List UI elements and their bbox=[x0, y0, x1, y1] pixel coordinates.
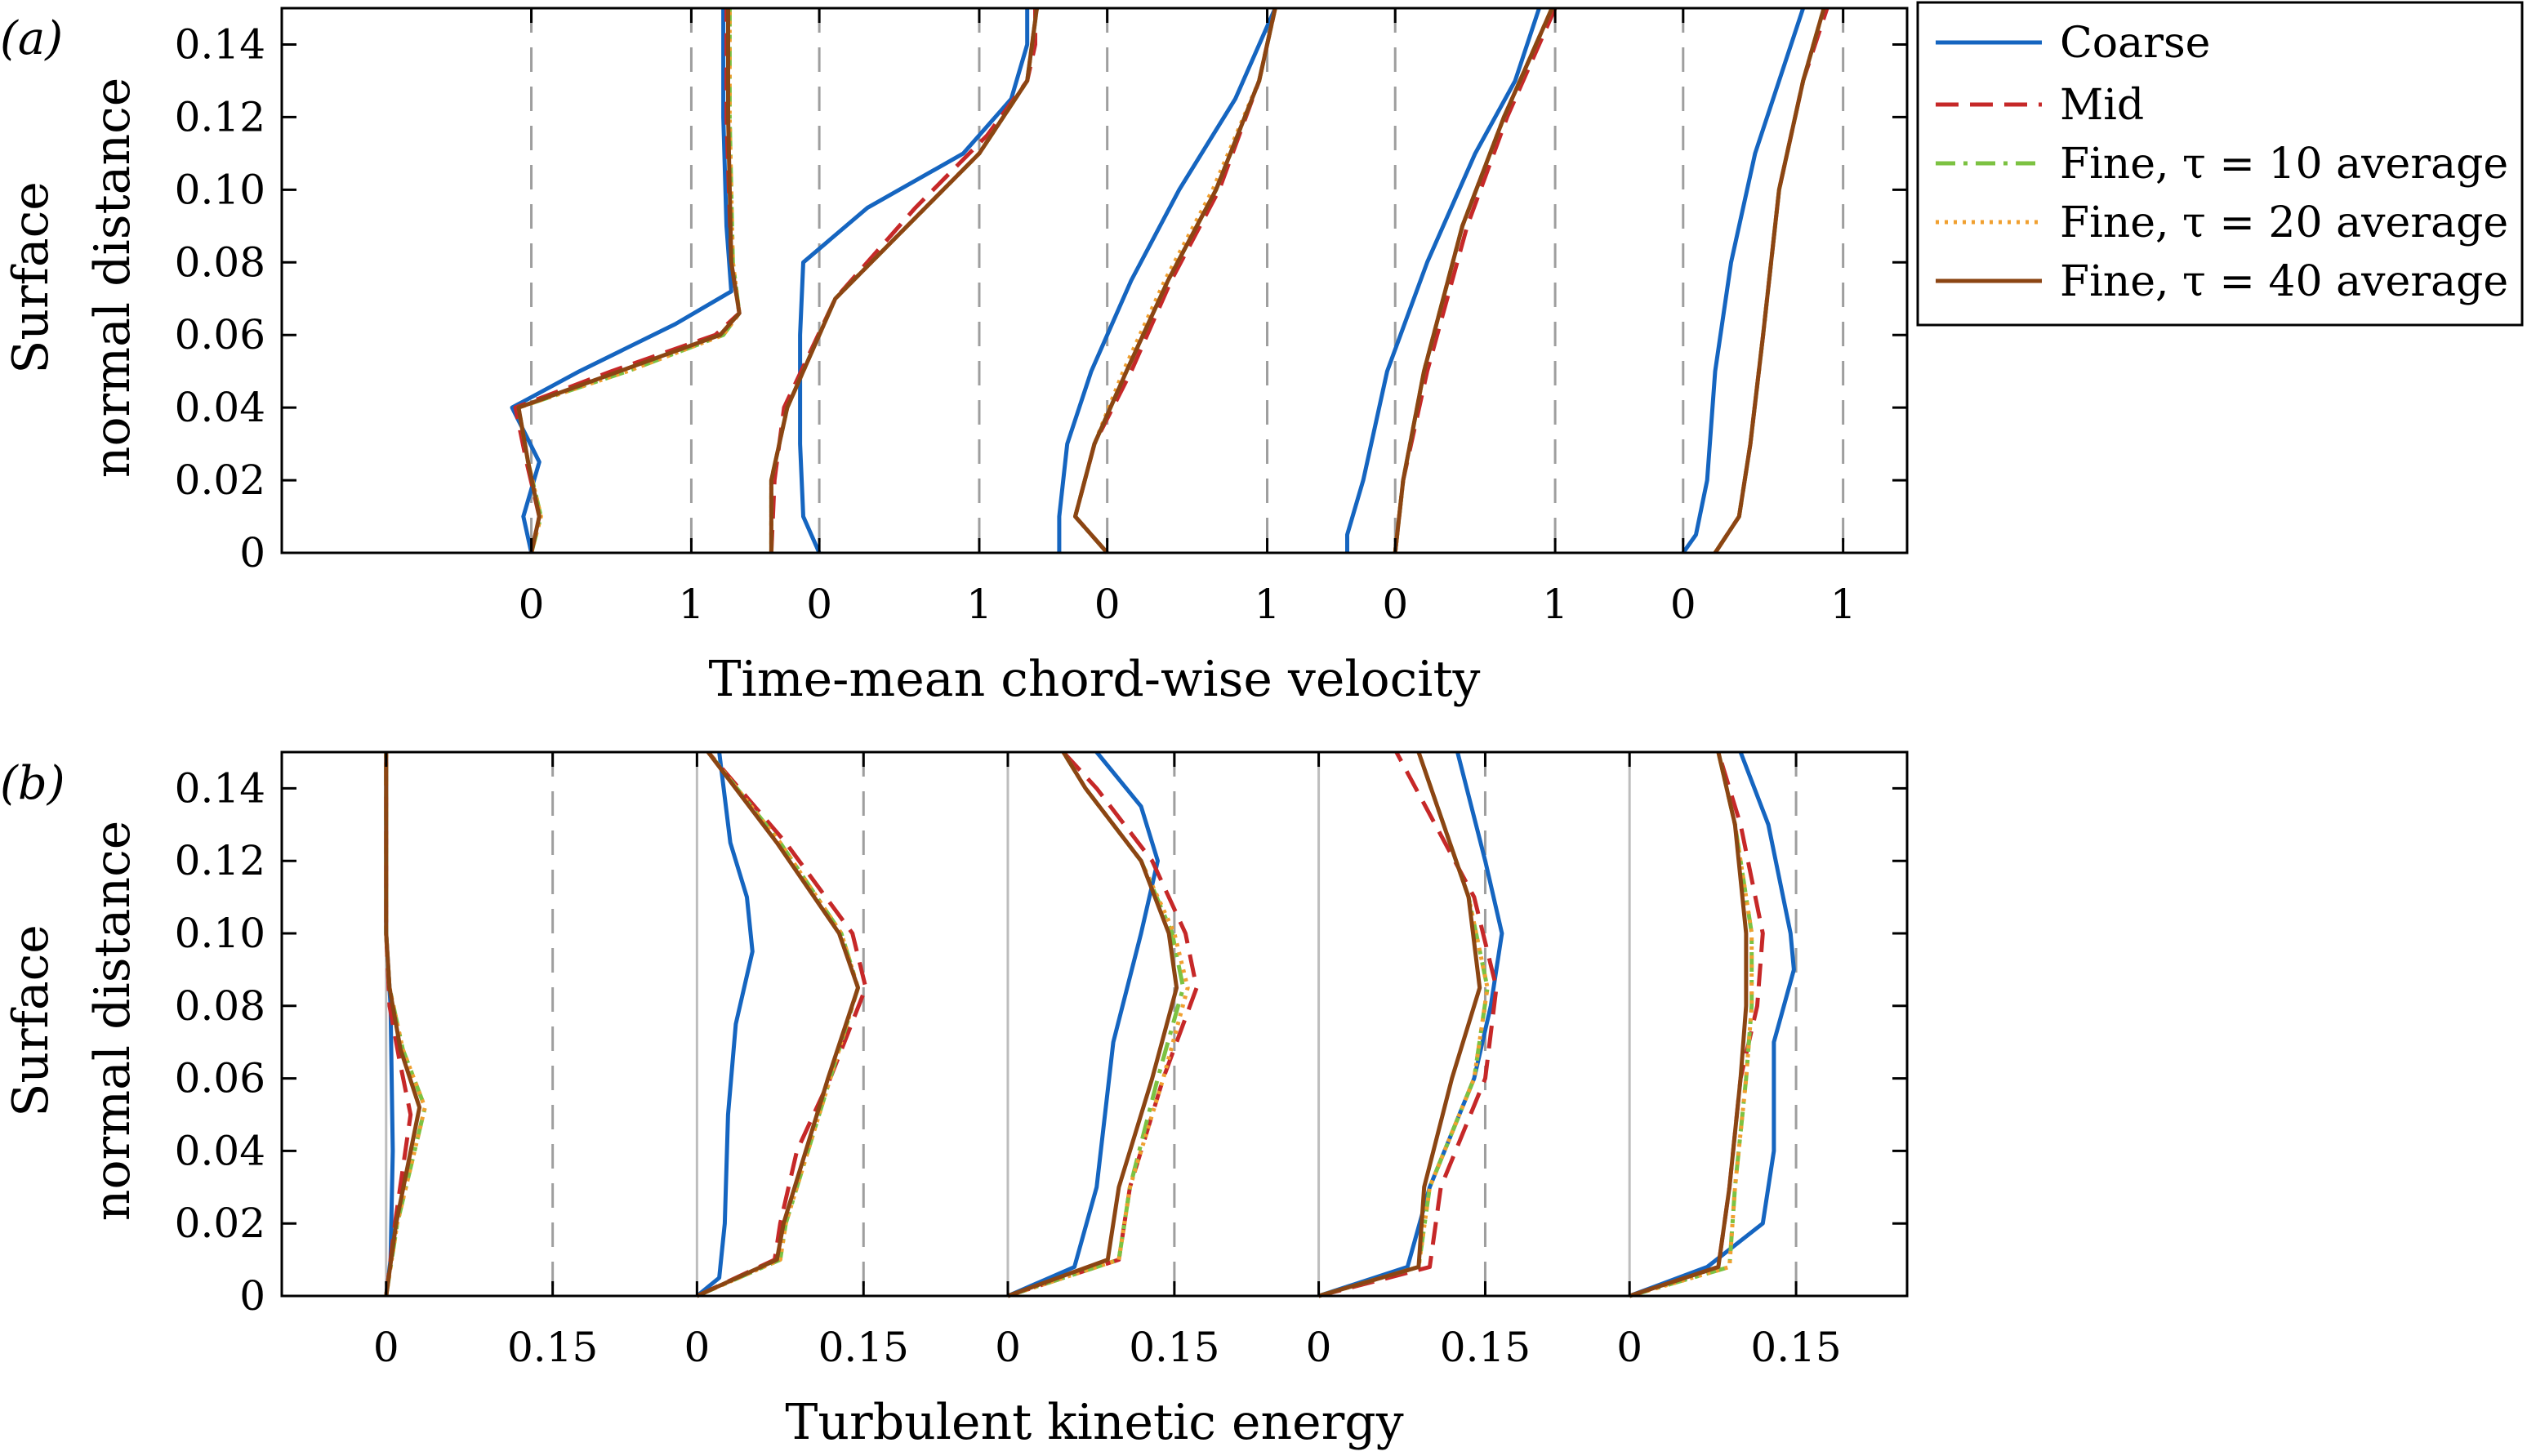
series-line-coarse-profile-2 bbox=[798, 8, 1030, 554]
series-line-coarse-profile-3 bbox=[1057, 7, 1277, 553]
series-line-fine-20-average-profile-2 bbox=[696, 750, 860, 1298]
series-line-coarse-profile-3 bbox=[1007, 750, 1160, 1298]
series-line-fine-10-average-profile-2 bbox=[769, 7, 1039, 553]
x-tick-label: 1 bbox=[1542, 581, 1568, 628]
panel-a-label: (a) bbox=[0, 12, 63, 65]
y-tick-label: 0.04 bbox=[175, 384, 265, 431]
panel-a-ylabel-line2: normal distance bbox=[84, 78, 141, 478]
series-line-mid-profile-4 bbox=[1317, 750, 1499, 1298]
series-line-mid-profile-4 bbox=[1393, 7, 1558, 554]
x-tick-label: 1 bbox=[966, 581, 992, 628]
y-tick-label: 0 bbox=[239, 1272, 265, 1320]
series-line-coarse-profile-5 bbox=[1629, 751, 1796, 1298]
legend-label-fine-20: Fine, τ = 20 average bbox=[2060, 198, 2508, 247]
series-line-fine-20-average-profile-1 bbox=[516, 8, 742, 554]
x-tick-label: 0.15 bbox=[1750, 1324, 1841, 1371]
series-line-coarse-profile-1 bbox=[510, 8, 733, 554]
legend: Coarse Mid Fine, τ = 10 average Fine, τ … bbox=[1916, 1, 2524, 327]
legend-entry-coarse: Coarse bbox=[1936, 19, 2210, 68]
x-tick-label: 1 bbox=[679, 581, 705, 628]
x-tick-label: 0.15 bbox=[1440, 1324, 1531, 1371]
y-tick-label: 0.12 bbox=[175, 837, 265, 884]
series-line-fine-20-average-profile-4 bbox=[1317, 751, 1490, 1298]
series-line-mid-profile-3 bbox=[1007, 750, 1199, 1298]
panel-b-xlabel: Turbulent kinetic energy bbox=[785, 1394, 1403, 1451]
x-tick-label: 0 bbox=[806, 581, 832, 628]
legend-label-mid: Mid bbox=[2060, 81, 2144, 130]
y-tick-label: 0.04 bbox=[175, 1127, 265, 1174]
x-tick-label: 0 bbox=[1382, 581, 1408, 628]
panel-a-xlabel: Time-mean chord-wise velocity bbox=[709, 651, 1481, 708]
x-tick-label: 0 bbox=[373, 1324, 399, 1371]
series-line-fine-20-average-profile-3 bbox=[1073, 7, 1277, 554]
series-line-fine-40-average-profile-3 bbox=[1073, 7, 1277, 554]
y-tick-label: 0.14 bbox=[175, 764, 265, 812]
x-tick-label: 0 bbox=[519, 581, 545, 628]
legend-entry-fine-40: Fine, τ = 40 average bbox=[1936, 257, 2508, 306]
x-tick-label: 0 bbox=[995, 1324, 1021, 1371]
series-line-fine-40-average-profile-1 bbox=[384, 752, 422, 1297]
y-tick-label: 0.12 bbox=[175, 93, 265, 140]
x-tick-label: 0 bbox=[684, 1324, 710, 1371]
panel-a-ylabel-line1: Surface bbox=[2, 181, 60, 374]
y-tick-label: 0.06 bbox=[175, 1055, 265, 1102]
legend-label-fine-10: Fine, τ = 10 average bbox=[2060, 140, 2508, 189]
series-line-fine-10-average-profile-4 bbox=[1317, 751, 1490, 1298]
series-line-mid-profile-2 bbox=[769, 8, 1037, 554]
series-line-coarse-profile-4 bbox=[1317, 751, 1504, 1298]
x-tick-label: 1 bbox=[1255, 581, 1281, 628]
series-line-fine-10-average-profile-3 bbox=[1007, 750, 1186, 1298]
panel-b-ylabel-line2: normal distance bbox=[84, 821, 141, 1221]
y-tick-label: 0.08 bbox=[175, 238, 265, 286]
y-tick-label: 0.14 bbox=[175, 20, 265, 68]
y-tick-label: 0.10 bbox=[175, 166, 265, 213]
series-line-fine-40-average-profile-2 bbox=[769, 7, 1039, 553]
series-line-fine-40-average-profile-5 bbox=[1629, 751, 1749, 1298]
y-tick-label: 0.08 bbox=[175, 982, 265, 1030]
legend-label-coarse: Coarse bbox=[2060, 19, 2210, 68]
x-tick-label: 0.15 bbox=[1129, 1324, 1219, 1371]
y-tick-label: 0.06 bbox=[175, 311, 265, 358]
x-tick-label: 0 bbox=[1094, 581, 1121, 628]
series-line-coarse-profile-4 bbox=[1345, 7, 1541, 553]
legend-entry-fine-20: Fine, τ = 20 average bbox=[1936, 198, 2508, 247]
series-line-fine-20-average-profile-3 bbox=[1007, 750, 1190, 1298]
legend-entry-fine-10: Fine, τ = 10 average bbox=[1936, 140, 2508, 189]
y-tick-label: 0 bbox=[239, 529, 265, 577]
series-line-fine-10-average-profile-3 bbox=[1073, 7, 1277, 554]
x-tick-label: 0 bbox=[1616, 1324, 1642, 1371]
panel-a: (a) Surface normal distance Time-mean ch… bbox=[0, 7, 1909, 708]
series-line-mid-profile-2 bbox=[696, 750, 868, 1298]
panel-b-ylabel-line1: Surface bbox=[2, 924, 60, 1117]
series-line-coarse-profile-5 bbox=[1681, 7, 1806, 554]
y-tick-label: 0.02 bbox=[175, 456, 265, 504]
series-line-fine-40-average-profile-2 bbox=[696, 750, 860, 1298]
x-tick-label: 0.15 bbox=[818, 1324, 909, 1371]
series-line-fine-10-average-profile-1 bbox=[516, 8, 742, 554]
series-line-coarse-profile-2 bbox=[695, 751, 755, 1298]
plot-frame bbox=[280, 750, 1909, 1298]
y-tick-label: 0.02 bbox=[175, 1200, 265, 1247]
series-line-fine-40-average-profile-5 bbox=[1713, 7, 1826, 554]
series-line-fine-20-average-profile-5 bbox=[1629, 751, 1754, 1298]
series-line-fine-10-average-profile-5 bbox=[1629, 751, 1754, 1298]
x-tick-label: 1 bbox=[1830, 581, 1856, 628]
series-line-fine-40-average-profile-3 bbox=[1007, 750, 1179, 1298]
panel-b-label: (b) bbox=[0, 757, 65, 810]
panel-b: (b) Surface normal distance Turbulent ki… bbox=[0, 750, 1909, 1451]
plot-frame bbox=[280, 7, 1909, 554]
series-line-fine-40-average-profile-4 bbox=[1317, 751, 1482, 1298]
series-line-fine-40-average-profile-1 bbox=[516, 8, 742, 554]
x-tick-label: 0 bbox=[1306, 1324, 1332, 1371]
x-tick-label: 0.15 bbox=[507, 1324, 598, 1371]
y-tick-label: 0.10 bbox=[175, 910, 265, 957]
series-line-fine-40-average-profile-4 bbox=[1393, 7, 1554, 554]
series-line-mid-profile-1 bbox=[513, 8, 742, 554]
legend-entry-mid: Mid bbox=[1936, 81, 2144, 130]
x-tick-label: 0 bbox=[1670, 581, 1696, 628]
series-line-mid-profile-3 bbox=[1073, 7, 1277, 554]
legend-label-fine-40: Fine, τ = 40 average bbox=[2060, 257, 2508, 306]
series-line-fine-20-average-profile-2 bbox=[769, 7, 1039, 553]
